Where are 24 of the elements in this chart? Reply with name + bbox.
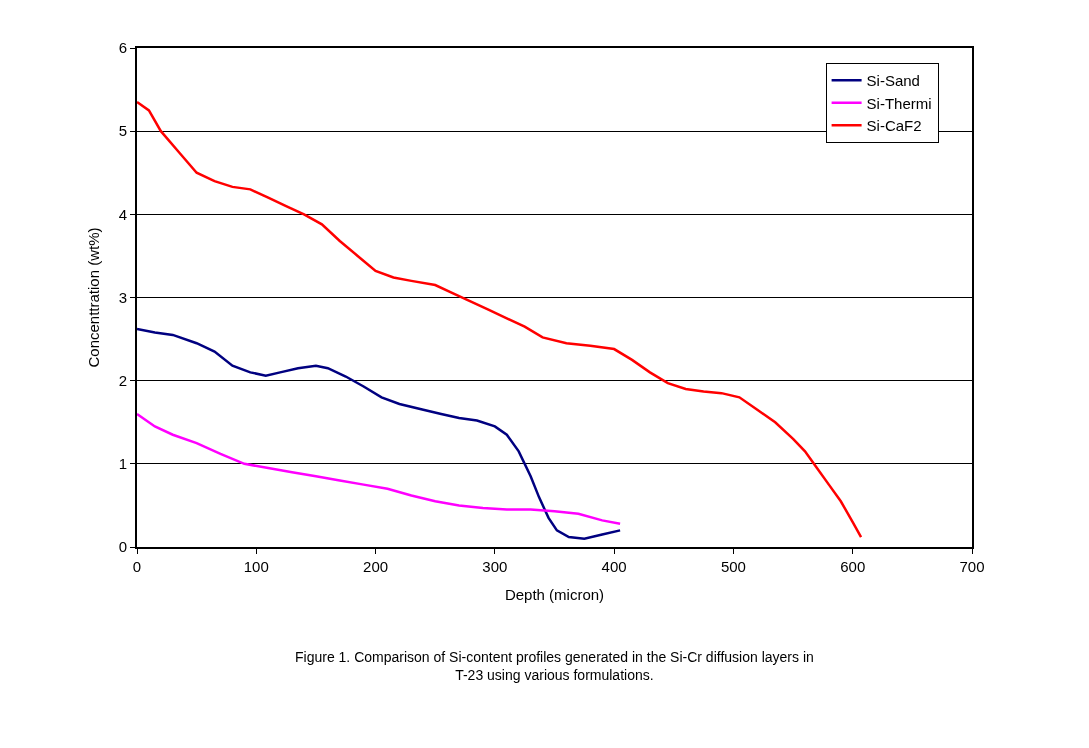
x-axis-title: Depth (micron) (504, 585, 605, 603)
line-series (137, 100, 863, 539)
x-tick-label: 400 (601, 558, 627, 575)
legend-label: Si-CaF2 (866, 117, 922, 135)
x-tick-label: 200 (363, 558, 389, 575)
line-series (137, 327, 622, 540)
x-tick-label: 100 (243, 558, 269, 575)
y-tick-label: 5 (118, 122, 127, 140)
y-tick-label: 4 (118, 205, 127, 223)
y-tick-label: 3 (118, 288, 127, 306)
legend-label: Si-Sand (866, 72, 920, 90)
x-tick-label: 600 (840, 558, 866, 575)
y-tick-label: 6 (118, 39, 127, 57)
y-axis-title: Concenttration (wt%) (85, 227, 103, 368)
y-tick-label: 0 (118, 538, 127, 556)
x-tick-label: 300 (482, 558, 508, 575)
y-tick-label: 2 (118, 371, 127, 389)
line-series (137, 412, 622, 525)
x-tick-label: 0 (132, 558, 142, 575)
x-tick-label: 500 (720, 558, 746, 575)
caption: Figure 1. Comparison of Si-content profiles generated in the Si-Cr diffusion layers in T-23 using various formulations. (295, 649, 814, 684)
x-tick-label: 700 (959, 558, 985, 575)
legend-label: Si-Thermi (866, 94, 932, 112)
y-tick-label: 1 (118, 455, 127, 473)
